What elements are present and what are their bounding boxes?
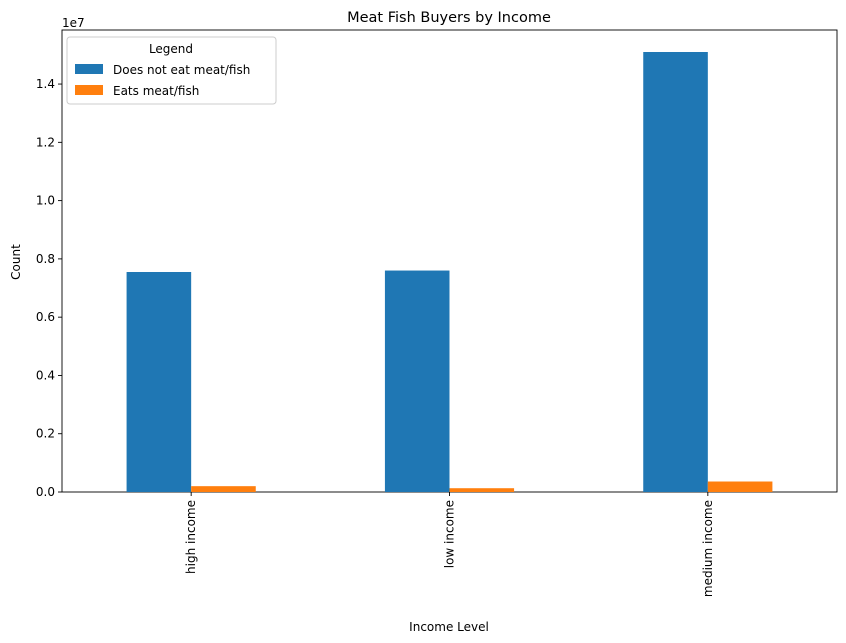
- bar-series-0-low-income: [384, 270, 450, 492]
- y-tick-label: 1.2: [36, 135, 55, 149]
- legend-box: [66, 36, 277, 105]
- y-axis-label: Count: [9, 244, 23, 280]
- y-tick-label: 0.0: [36, 485, 55, 499]
- legend-swatch-0: [75, 64, 103, 74]
- legend: Legend Does not eat meat/fish Eats meat/…: [66, 36, 277, 105]
- plot-area: 0.0 0.2 0.4 0.6 0.8 1.0 1.2 1.4 high income low …: [36, 29, 838, 597]
- bars-group: [126, 52, 773, 492]
- bar-series-0-medium-income: [643, 52, 708, 492]
- y-tick-label: 1.4: [36, 77, 55, 91]
- legend-title: Legend: [149, 42, 193, 56]
- x-tick-label: low income: [443, 500, 457, 568]
- legend-label-0: Does not eat meat/fish: [113, 63, 250, 77]
- x-axis-ticks: high income low income medium income: [184, 492, 715, 597]
- bar-series-1-high-income: [191, 486, 256, 492]
- bar-series-1-medium-income: [707, 481, 773, 492]
- y-tick-label: 0.4: [36, 368, 55, 382]
- bar-series-0-high-income: [126, 272, 192, 492]
- y-tick-label: 0.2: [36, 427, 55, 441]
- x-tick-label: high income: [184, 500, 198, 574]
- x-axis-label: Income Level: [409, 620, 489, 634]
- legend-label-1: Eats meat/fish: [113, 84, 199, 98]
- y-axis-ticks: 0.0 0.2 0.4 0.6 0.8 1.0 1.2 1.4: [36, 77, 62, 499]
- y-offset-label: 1e7: [62, 16, 85, 30]
- legend-swatch-1: [75, 85, 103, 95]
- chart-title: Meat Fish Buyers by Income: [347, 10, 551, 26]
- y-tick-label: 1.0: [36, 194, 55, 208]
- bar-series-1-low-income: [449, 488, 515, 492]
- y-tick-label: 0.8: [36, 252, 55, 266]
- y-tick-label: 0.6: [36, 310, 55, 324]
- x-tick-label: medium income: [701, 500, 715, 597]
